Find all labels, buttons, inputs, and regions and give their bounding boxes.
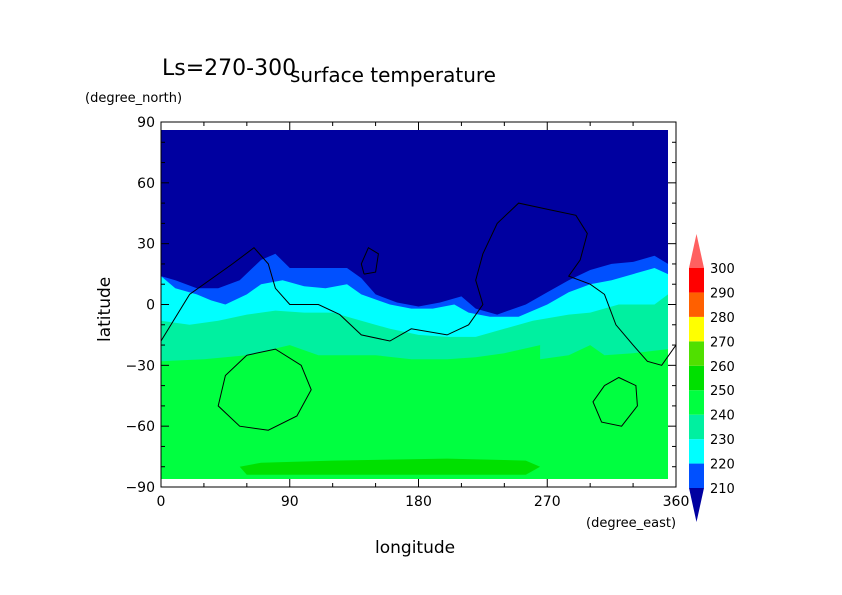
colorbar-label: 260: [710, 360, 735, 375]
colorbar-below-210: [689, 488, 704, 522]
x-tick-label: 180: [405, 494, 432, 510]
band-below-210: [161, 130, 668, 315]
contour-south-west: [217, 348, 312, 431]
y-tick-label: −60: [125, 419, 155, 435]
x-tick-label: 90: [281, 494, 299, 510]
y-tick-label: −90: [125, 480, 155, 496]
colorbar-label: 290: [710, 286, 735, 301]
colorbar-label: 270: [710, 335, 735, 350]
colorbar-label: 250: [710, 384, 735, 399]
y-tick-label: −30: [125, 358, 155, 374]
contour-south-east: [592, 376, 638, 427]
x-tick-label: 270: [534, 494, 561, 510]
colorbar-band-240_250: [689, 390, 704, 415]
y-tick-label: 30: [137, 237, 155, 253]
x-tick-label: 0: [157, 494, 166, 510]
period-label: Ls=270-300: [162, 56, 296, 81]
y-tick-label: 0: [146, 298, 155, 314]
y-unit-label: (degree_north): [85, 91, 182, 106]
colorbar-band-260_270: [689, 341, 704, 366]
x-axis: 0 90 180 270 360: [157, 122, 690, 510]
colorbar-band-220_230: [689, 439, 704, 464]
colorbar-band-290_300: [689, 268, 704, 293]
y-tick-label: 60: [137, 176, 155, 192]
colorbar-band-210_220: [689, 463, 704, 488]
colorbar-band-280_290: [689, 292, 704, 317]
x-unit-label: (degree_east): [586, 516, 676, 531]
colorbar-band-270_280: [689, 316, 704, 342]
colorbar-label: 300: [710, 262, 735, 277]
colorbar-label: 220: [710, 458, 735, 473]
colorbar-above-300: [689, 234, 704, 268]
colorbar-label: 230: [710, 433, 735, 448]
y-axis: 90 60 30 0 −30 −60 −90: [125, 115, 676, 496]
colorbar-label: 280: [710, 311, 735, 326]
topography-contours: [160, 202, 677, 431]
colorbar-label: 240: [710, 409, 735, 424]
colorbar-band-230_240: [689, 414, 704, 440]
contour-small-north: [360, 246, 379, 275]
contour-west: [160, 202, 677, 366]
x-axis-label: longitude: [375, 538, 455, 558]
x-tick-label: 360: [663, 494, 690, 510]
temperature-field: [161, 130, 668, 479]
band-250-260: [239, 458, 541, 475]
y-tick-label: 90: [137, 115, 155, 131]
colorbar: 210 220 230 240 250 260 270 280 290 300: [689, 234, 735, 522]
y-axis-label: latitude: [95, 277, 115, 342]
colorbar-band-250_260: [689, 365, 704, 391]
colorbar-label: 210: [710, 482, 735, 497]
chart-title: surface temperature: [290, 63, 496, 87]
